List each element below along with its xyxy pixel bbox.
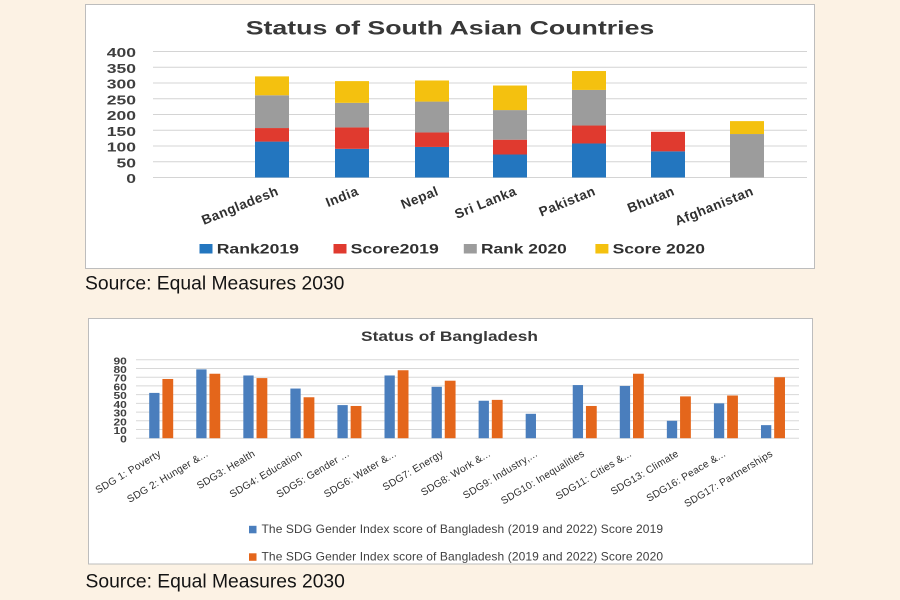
svg-text:The SDG Gender Index score of: The SDG Gender Index score of Bangladesh…: [262, 522, 664, 536]
svg-text:Source: Equal Measures 2030: Source: Equal Measures 2030: [86, 572, 345, 593]
svg-text:Status of South Asian Countrie: Status of South Asian Countries: [246, 17, 655, 39]
svg-text:400: 400: [107, 46, 136, 60]
svg-text:Status of Bangladesh: Status of Bangladesh: [361, 329, 538, 344]
svg-text:10: 10: [113, 426, 126, 437]
svg-text:Score2019: Score2019: [351, 242, 439, 257]
svg-text:Score 2020: Score 2020: [613, 242, 706, 257]
svg-text:Rank2019: Rank2019: [217, 242, 299, 257]
svg-text:The SDG Gender Index score of: The SDG Gender Index score of Bangladesh…: [262, 550, 664, 564]
svg-text:90: 90: [113, 356, 126, 367]
svg-text:350: 350: [107, 62, 136, 76]
svg-text:300: 300: [107, 78, 136, 92]
svg-text:40: 40: [113, 400, 126, 411]
svg-text:0: 0: [120, 435, 127, 446]
svg-text:Rank 2020: Rank 2020: [481, 242, 567, 257]
svg-text:70: 70: [113, 374, 126, 385]
svg-text:50: 50: [113, 391, 126, 402]
svg-text:60: 60: [113, 382, 126, 393]
svg-text:20: 20: [113, 417, 126, 428]
svg-text:150: 150: [107, 125, 136, 139]
svg-text:30: 30: [113, 408, 126, 419]
svg-text:Source: Equal Measures 2030: Source: Equal Measures 2030: [85, 274, 344, 295]
svg-text:50: 50: [116, 157, 136, 171]
svg-text:100: 100: [107, 141, 136, 155]
svg-text:250: 250: [107, 94, 136, 108]
svg-text:200: 200: [107, 109, 136, 123]
svg-text:80: 80: [113, 365, 126, 376]
svg-text:0: 0: [126, 172, 136, 186]
